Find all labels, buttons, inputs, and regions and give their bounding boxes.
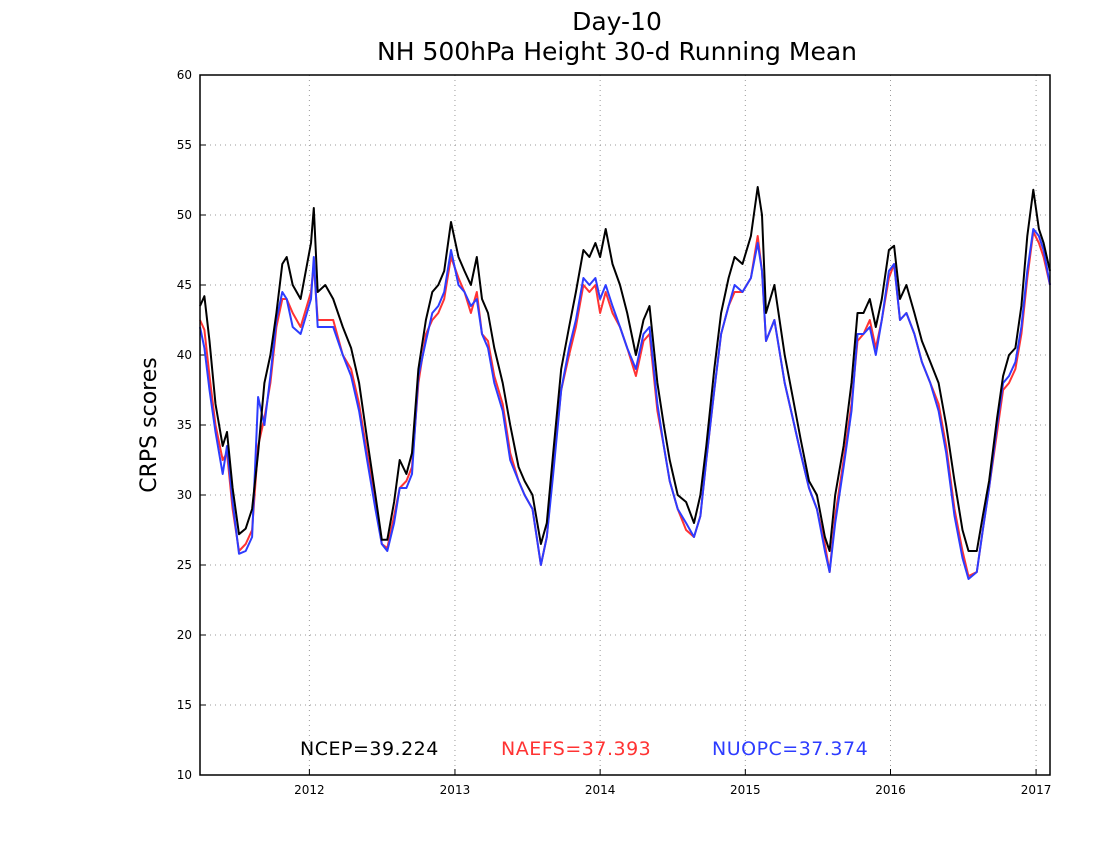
chart-title: Day-10 [572,7,662,36]
y-tick-label: 20 [177,628,192,642]
y-tick-label: 30 [177,488,192,502]
axis-ticks: 10 15 20 25 30 35 40 45 50 55 60 2012 2013 2014 2015 20… [177,68,1052,797]
x-tick-label: 2012 [294,783,325,797]
y-axis-label: CRPS scores [137,357,162,492]
legend-nuopc-mean: NUOPC=37.374 [712,738,868,760]
series-line-nuopc [199,228,1051,580]
series-line-ncep [199,186,1051,552]
series-lines [199,186,1051,580]
y-tick-label: 10 [177,768,192,782]
y-tick-label: 55 [177,138,192,152]
x-tick-label: 2015 [730,783,761,797]
grid [200,75,1050,775]
x-tick-label: 2013 [440,783,471,797]
y-tick-label: 35 [177,418,192,432]
y-tick-label: 15 [177,698,192,712]
x-tick-label: 2014 [585,783,616,797]
legend-naefs-mean: NAEFS=37.393 [501,738,651,760]
x-tick-label: 2016 [875,783,906,797]
y-tick-label: 40 [177,348,192,362]
y-tick-label: 50 [177,208,192,222]
chart-subtitle: NH 500hPa Height 30-d Running Mean [377,37,857,66]
x-tick-label: 2017 [1021,783,1052,797]
legend: NCEP=39.224 NAEFS=37.393 NUOPC=37.374 [300,738,868,760]
y-tick-label: 45 [177,278,192,292]
y-tick-label: 60 [177,68,192,82]
series-line-naefs [199,230,1051,578]
y-tick-label: 25 [177,558,192,572]
legend-ncep-mean: NCEP=39.224 [300,738,439,760]
plot-frame [199,74,1051,776]
